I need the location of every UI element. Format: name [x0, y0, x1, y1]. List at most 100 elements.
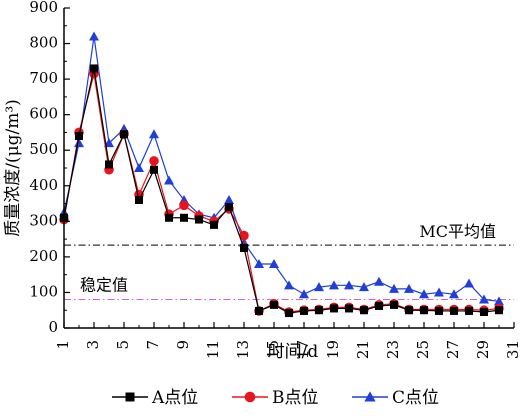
data-point-c点位 [224, 195, 234, 204]
data-point-a点位 [435, 306, 443, 315]
series-line-b点位 [63, 73, 500, 313]
data-point-b点位 [179, 200, 189, 211]
y-tick-label: 700 [29, 69, 58, 87]
data-point-a点位 [360, 306, 368, 315]
legend-label: A点位 [151, 388, 198, 408]
legend-marker [125, 392, 135, 402]
y-tick-label: 800 [29, 34, 58, 52]
data-point-c点位 [134, 163, 144, 172]
x-tick-label: 27 [444, 340, 462, 359]
y-tick-label: 0 [48, 318, 58, 336]
data-point-c点位 [464, 278, 474, 288]
data-point-c点位 [254, 259, 264, 268]
x-axis-ticks: 1 3 5 7 9 11 13 15 17 19 21 23 25 27 29 31 [54, 322, 522, 359]
series-layer [59, 31, 504, 318]
x-tick-label: 17 [294, 340, 312, 359]
x-tick-label: 25 [414, 340, 432, 359]
data-point-c点位 [389, 283, 399, 293]
y-tick-label: 400 [29, 176, 58, 194]
data-point-c点位 [284, 280, 294, 290]
x-tick-label: 3 [84, 340, 102, 350]
series-a点位 [60, 64, 503, 318]
y-tick-label: 500 [29, 140, 58, 158]
data-point-a点位 [135, 196, 143, 204]
data-point-a点位 [315, 306, 323, 315]
data-point-a点位 [405, 306, 413, 315]
x-tick-label: 13 [234, 340, 252, 359]
reference-label-稳定值: 稳定值 [80, 276, 128, 295]
data-point-a点位 [375, 301, 383, 310]
series-line-c点位 [63, 36, 500, 302]
data-point-a点位 [330, 304, 338, 313]
x-tick-label: 1 [54, 340, 72, 350]
data-point-c点位 [359, 282, 369, 292]
data-point-c点位 [434, 287, 444, 297]
data-point-a点位 [105, 160, 113, 169]
data-point-a点位 [345, 304, 353, 313]
y-tick-label: 900 [29, 0, 58, 16]
data-point-c点位 [89, 31, 99, 41]
x-tick-label: 29 [474, 340, 492, 359]
y-tick-label: 100 [29, 282, 58, 300]
data-point-a点位 [480, 308, 488, 316]
data-point-c点位 [479, 294, 489, 304]
data-point-a点位 [390, 300, 398, 309]
data-point-a点位 [465, 306, 473, 315]
data-point-a点位 [120, 130, 128, 139]
data-point-a点位 [180, 213, 188, 222]
data-point-c点位 [449, 289, 459, 299]
data-point-a点位 [495, 306, 503, 315]
data-point-c点位 [269, 259, 279, 268]
data-point-c点位 [164, 175, 174, 185]
legend-item-b点位: B点位 [232, 388, 319, 408]
data-point-c点位 [314, 282, 324, 292]
data-point-a点位 [225, 203, 233, 212]
data-point-a点位 [270, 300, 278, 309]
legend-marker [364, 391, 376, 402]
data-point-a点位 [165, 213, 173, 222]
x-tick-label: 23 [384, 340, 402, 359]
data-point-a点位 [90, 64, 98, 73]
legend-item-a点位: A点位 [112, 388, 198, 408]
x-tick-label: 15 [264, 340, 282, 359]
data-point-c点位 [494, 296, 504, 306]
x-tick-label: 7 [144, 340, 162, 350]
series-line-a点位 [63, 68, 500, 314]
data-point-a点位 [210, 220, 218, 229]
data-point-c点位 [344, 280, 354, 290]
data-point-c点位 [419, 289, 429, 299]
legend-marker [244, 391, 256, 403]
data-point-c点位 [299, 289, 309, 299]
x-tick-label: 9 [174, 340, 192, 350]
y-axis-ticks: 0 100 200 300 400 500 600 700 800 900 [29, 0, 70, 336]
legend-label: C点位 [392, 388, 439, 408]
data-point-c点位 [404, 283, 414, 293]
data-point-a点位 [240, 244, 248, 252]
x-tick-label: 11 [204, 340, 222, 359]
data-point-c点位 [374, 276, 384, 286]
legend: A点位 B点位 C点位 [112, 388, 439, 408]
x-tick-label: 31 [504, 340, 522, 359]
data-point-a点位 [420, 306, 428, 315]
data-point-b点位 [239, 230, 249, 241]
data-point-a点位 [195, 215, 203, 224]
x-tick-label: 5 [114, 340, 132, 350]
data-point-a点位 [150, 165, 158, 174]
data-point-a点位 [300, 306, 308, 315]
data-point-c点位 [329, 280, 339, 290]
data-point-c点位 [149, 129, 159, 139]
data-point-a点位 [450, 306, 458, 315]
x-tick-label: 21 [354, 340, 372, 359]
legend-label: B点位 [272, 388, 319, 408]
x-axis-title: 时间/d [268, 342, 319, 362]
y-tick-label: 600 [29, 105, 58, 123]
reference-label-mc平均值: MC平均值 [419, 222, 496, 241]
legend-item-c点位: C点位 [352, 388, 439, 408]
y-tick-label: 200 [29, 247, 58, 265]
y-tick-label: 300 [29, 211, 58, 229]
data-point-a点位 [255, 306, 263, 315]
data-point-a点位 [285, 309, 293, 318]
y-axis-title: 质量浓度/(μg/m³) [3, 99, 23, 237]
